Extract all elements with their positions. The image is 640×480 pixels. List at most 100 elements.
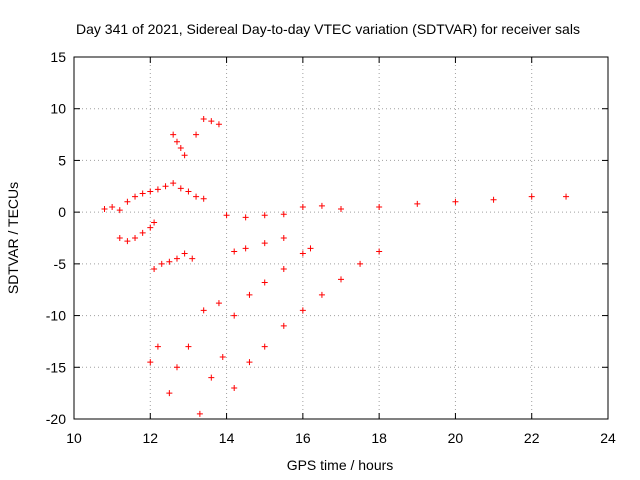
data-point xyxy=(200,195,207,202)
data-point xyxy=(139,190,146,197)
data-point xyxy=(376,203,383,210)
data-point xyxy=(280,322,287,329)
data-points xyxy=(101,116,570,417)
data-point xyxy=(181,152,188,159)
series-arc-g xyxy=(231,235,287,255)
data-point xyxy=(318,291,325,298)
data-point xyxy=(299,250,306,257)
data-point xyxy=(189,255,196,262)
data-point xyxy=(299,307,306,314)
data-point xyxy=(219,353,226,360)
x-tick-label: 16 xyxy=(295,430,311,446)
data-point xyxy=(101,206,108,213)
grid xyxy=(74,57,608,419)
data-point xyxy=(200,116,207,123)
data-point xyxy=(147,188,154,195)
data-point xyxy=(452,198,459,205)
y-tick-label: -5 xyxy=(54,256,67,272)
x-tick-label: 22 xyxy=(524,430,540,446)
data-point xyxy=(166,258,173,265)
data-point xyxy=(196,410,203,417)
data-point xyxy=(177,145,184,152)
data-point xyxy=(185,188,192,195)
data-point xyxy=(139,229,146,236)
y-tick-label: 0 xyxy=(58,204,66,220)
data-point xyxy=(166,390,173,397)
data-point xyxy=(338,276,344,283)
data-point xyxy=(132,193,139,200)
x-tick-label: 14 xyxy=(219,430,235,446)
data-point xyxy=(376,248,383,255)
data-point xyxy=(193,193,200,200)
data-point xyxy=(109,203,116,210)
series-arc-i xyxy=(231,248,383,391)
data-point xyxy=(193,131,200,138)
data-point xyxy=(185,343,192,350)
x-tick-labels: 10 12 14 16 18 20 22 24 xyxy=(66,430,616,446)
series-arc-j xyxy=(147,343,226,417)
data-point xyxy=(231,384,238,391)
data-point xyxy=(231,248,238,255)
data-point xyxy=(173,364,180,371)
data-point xyxy=(147,359,154,366)
data-point xyxy=(299,203,306,210)
data-point xyxy=(242,214,249,221)
data-point xyxy=(490,196,497,203)
y-tick-label: -20 xyxy=(46,411,66,427)
data-point xyxy=(170,131,177,138)
data-point xyxy=(154,343,161,350)
data-point xyxy=(147,224,154,231)
data-point xyxy=(215,300,222,307)
series-arc-c xyxy=(170,131,188,159)
data-point xyxy=(124,238,131,245)
data-point xyxy=(116,207,123,214)
data-point xyxy=(280,235,287,241)
y-tick-label: -15 xyxy=(46,359,66,375)
data-point xyxy=(261,343,268,350)
axis-ticks xyxy=(73,56,609,420)
data-point xyxy=(231,312,238,319)
x-axis-title: GPS time / hours xyxy=(287,457,394,473)
data-point xyxy=(246,291,253,298)
x-tick-label: 24 xyxy=(600,430,616,446)
y-tick-label: 15 xyxy=(50,49,66,65)
data-point xyxy=(177,185,184,192)
x-tick-label: 12 xyxy=(142,430,158,446)
data-point xyxy=(338,206,344,213)
series-arc-a xyxy=(101,180,207,214)
data-point xyxy=(318,202,325,209)
data-point xyxy=(261,240,268,247)
y-tick-label: 10 xyxy=(50,101,66,117)
data-point xyxy=(116,235,123,241)
series-arc-f xyxy=(223,193,570,221)
data-point xyxy=(154,186,161,193)
data-point xyxy=(261,279,268,286)
data-point xyxy=(181,250,188,257)
data-point xyxy=(414,200,421,207)
data-point xyxy=(173,255,180,262)
y-tick-labels: -20 -15 -10 -5 0 5 10 15 xyxy=(46,49,66,427)
data-point xyxy=(563,193,570,200)
data-point xyxy=(208,118,215,125)
x-tick-label: 18 xyxy=(371,430,387,446)
x-tick-label: 20 xyxy=(448,430,464,446)
data-point xyxy=(307,245,314,252)
data-point xyxy=(223,212,230,219)
y-axis-title: SDTVAR / TECUs xyxy=(5,182,21,294)
data-point xyxy=(357,260,364,267)
data-point xyxy=(151,219,158,226)
series-arc-d xyxy=(193,116,222,138)
x-tick-label: 10 xyxy=(66,430,82,446)
y-tick-label: 5 xyxy=(58,152,66,168)
series-arc-h xyxy=(200,245,314,319)
data-point xyxy=(124,198,131,205)
data-point xyxy=(200,307,207,314)
data-point xyxy=(151,266,158,273)
data-point xyxy=(242,245,249,252)
data-point xyxy=(261,212,268,219)
data-point xyxy=(158,260,165,267)
chart-title: Day 341 of 2021, Sidereal Day-to-day VTE… xyxy=(76,21,580,37)
data-point xyxy=(215,121,222,128)
data-point xyxy=(280,266,287,273)
